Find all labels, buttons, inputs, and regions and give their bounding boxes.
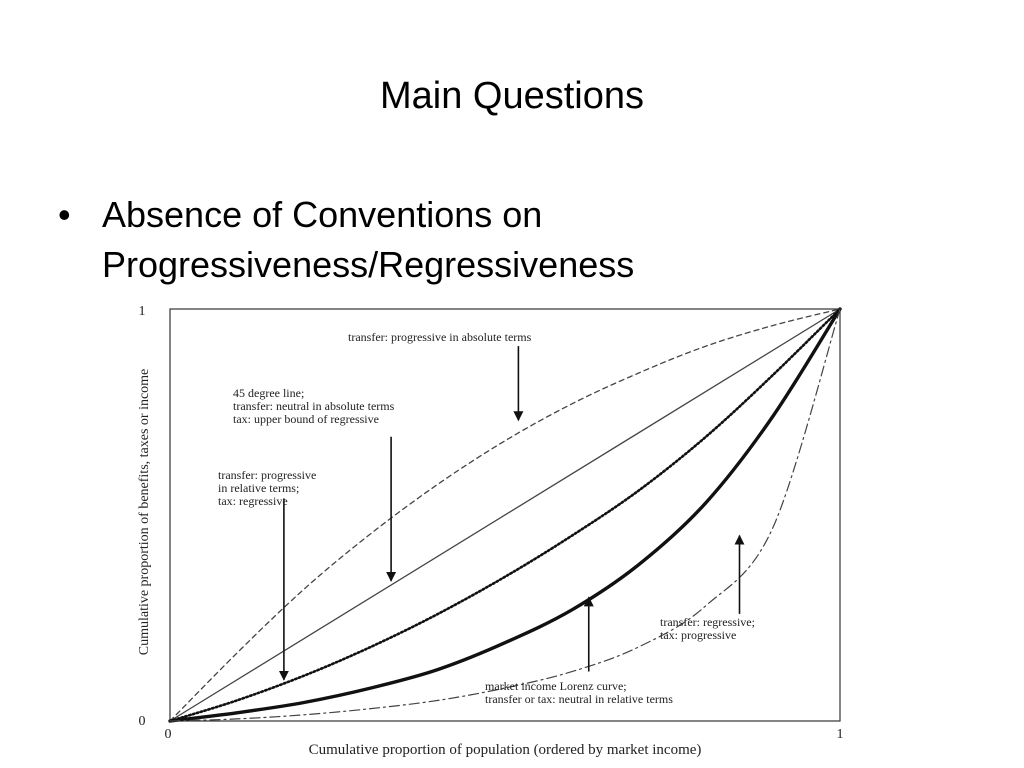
annotation-label-2-line-3: tax: upper bound of regressive xyxy=(233,412,379,426)
series-line-dotted xyxy=(168,307,842,723)
x-tick-label-left: 0 xyxy=(165,727,172,742)
annotation-label-5-line-2: transfer or tax: neutral in relative ter… xyxy=(485,692,673,706)
annotation-label-4-line-2: tax: progressive xyxy=(660,628,736,642)
x-axis-label: Cumulative proportion of population (ord… xyxy=(309,742,702,758)
series-line-dash-dot xyxy=(169,308,841,722)
series-layer xyxy=(168,307,842,723)
slide-title: Main Questions xyxy=(379,75,644,117)
annotation-label-5-line-1: market income Lorenz curve; xyxy=(485,679,627,693)
bullet-line-2: Progressiveness/Regressiveness xyxy=(102,244,635,285)
annotation-label-3-line-2: in relative terms; xyxy=(218,481,299,495)
plot-frame xyxy=(169,308,841,722)
y-tick-label-bottom: 0 xyxy=(139,714,146,729)
y-axis-label: Cumulative proportion of benefits, taxes… xyxy=(137,369,152,656)
y-tick-label-top: 1 xyxy=(139,304,146,319)
annotation-arrows xyxy=(278,346,745,681)
series-line-dashed xyxy=(169,308,841,722)
annotation-label-1-line-1: transfer: progressive in absolute terms xyxy=(348,330,532,344)
annotation-labels: transfer: progressive in absolute terms 4… xyxy=(218,330,755,706)
series-line-thin-solid xyxy=(169,308,841,722)
bullet-line-1: Absence of Conventions on xyxy=(102,194,543,235)
x-tick-label-right: 1 xyxy=(837,727,844,742)
annotation-label-3-line-3: tax: regressive xyxy=(218,494,288,508)
bullet-glyph: • xyxy=(58,194,71,235)
annotation-label-3-line-1: transfer: progressive xyxy=(218,468,316,482)
series-line-thick-solid xyxy=(168,307,842,723)
bullet-text: Absence of Conventions on Progressivenes… xyxy=(102,190,952,290)
annotation-label-2-line-1: 45 degree line; xyxy=(233,386,304,400)
annotation-label-4-line-1: transfer: regressive; xyxy=(660,615,755,629)
annotation-label-2-line-2: transfer: neutral in absolute terms xyxy=(233,399,395,413)
